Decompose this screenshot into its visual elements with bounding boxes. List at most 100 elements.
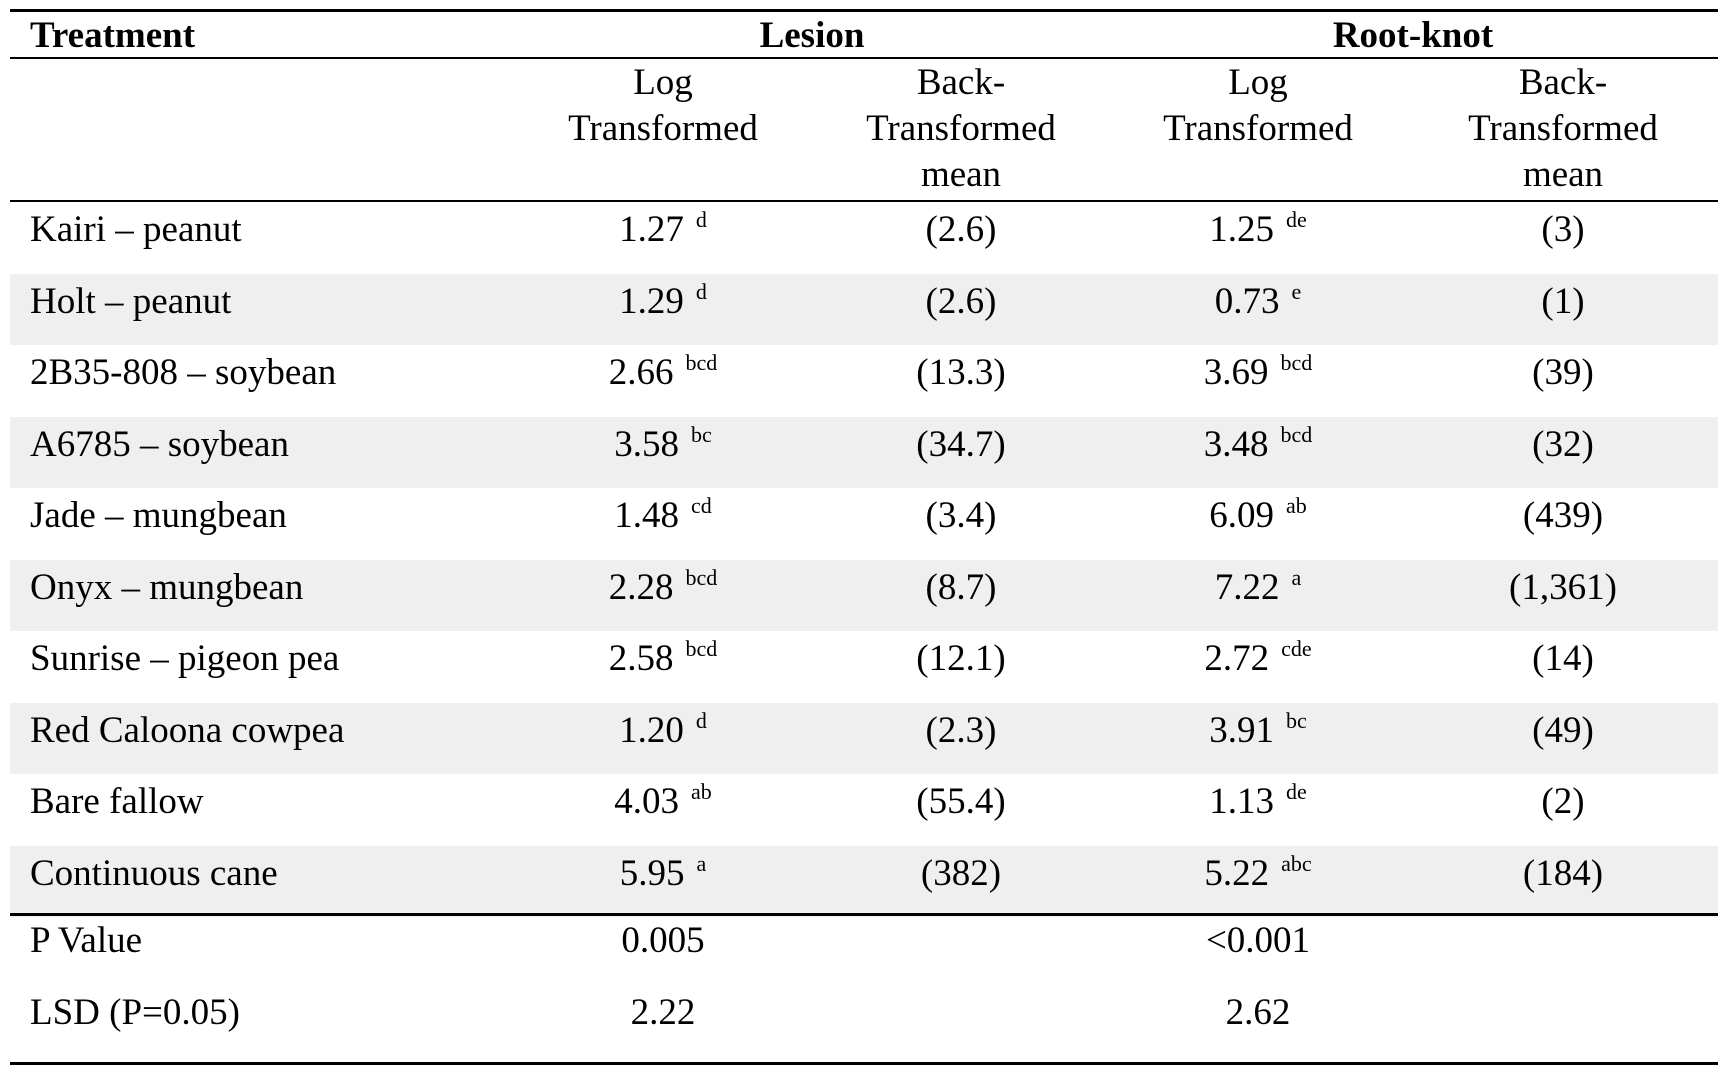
log-value: 1.13 [1209,781,1274,822]
log-value: 1.29 [619,280,684,322]
lesion-back-cell: (13.3) [916,352,1006,393]
log-value: 3.91 [1209,709,1274,751]
log-value: 3.58 [614,423,679,465]
rootknot-log-cell: 3.48 bcd [1128,421,1388,471]
rootknot-log-cell: 0.73 e [1128,278,1388,328]
log-value: 1.25 [1209,209,1274,250]
significance-letter: de [1285,779,1307,804]
top-rule [10,9,1718,12]
lesion-back-cell: (2.3) [925,709,997,751]
lesion-log-cell: 2.66 bcd [533,350,793,399]
rootknot-log-cell: 3.69 bcd [1128,350,1388,399]
treatment-cell: Continuous cane [30,852,278,894]
rootknot-back-cell: (184) [1522,852,1604,894]
rootknot-back-cell: (1) [1541,280,1585,322]
lesion-log-cell: 1.20 d [533,707,793,757]
rootknot-log-cell: 1.25 de [1128,207,1388,256]
treatment-cell: Holt – peanut [30,280,232,322]
log-value: 6.09 [1209,495,1274,536]
treatment-cell: Bare fallow [30,781,204,822]
rootknot-back-cell: (49) [1532,709,1594,751]
lesion-back-cell: (12.1) [916,638,1006,679]
rootknot-log-cell: 7.22 a [1128,564,1388,614]
log-value: 1.27 [619,209,684,250]
subheader-line: Transformed [866,108,1056,149]
significance-letter: cde [1281,636,1312,661]
log-value: 4.03 [614,781,679,822]
rootknot-log-cell: 3.91 bc [1128,708,1388,757]
row-band [10,416,1718,488]
significance-letter: e [1291,278,1302,304]
log-value: 0.73 [1214,280,1280,322]
significance-letter: a [696,850,707,876]
log-value: 5.22 [1204,852,1270,894]
treatment-cell: Red Caloona cowpea [30,709,345,751]
rootknot-back-cell: (439) [1522,495,1604,536]
significance-letter: cd [690,493,712,518]
stat-label: LSD (P=0.05) [30,992,240,1033]
rootknot-log-cell: 5.22 abc [1128,851,1388,900]
significance-letter: d [695,707,707,733]
treatment-cell: 2B35-808 – soybean [30,352,337,393]
lesion-back-cell: (34.7) [916,423,1006,465]
lesion-log-cell: 2.28 bcd [533,564,793,614]
group-header-root-knot: Root-knot [1332,15,1494,56]
significance-letter: bc [690,421,712,447]
subheader-lesion-log: Log Transformed [523,60,803,152]
stat-label: P Value [30,920,143,961]
group-header-rule [10,57,1718,59]
stat-lesion-value: 2.22 [630,992,696,1033]
log-value: 7.22 [1214,566,1280,608]
lesion-log-cell: 1.27 d [533,207,793,256]
significance-letter: ab [1285,493,1307,518]
rootknot-log-cell: 2.72 cde [1128,636,1388,685]
subheader-line: mean [1522,154,1604,195]
log-value: 2.58 [608,638,674,679]
treatment-cell: Kairi – peanut [30,209,242,250]
bottom-rule [10,1062,1718,1065]
lesion-back-cell: (8.7) [925,566,997,608]
subheader-line: Transformed [568,108,758,149]
lesion-back-cell: (382) [920,852,1002,894]
treatment-cell: A6785 – soybean [30,423,289,465]
lesion-log-cell: 1.29 d [533,278,793,328]
row-band [10,273,1718,345]
lesion-back-cell: (2.6) [925,280,997,322]
lesion-log-cell: 1.48 cd [533,493,793,542]
row-band [10,845,1718,917]
significance-letter: bcd [1280,350,1313,375]
subheader-line: mean [920,154,1002,195]
log-value: 2.66 [608,352,674,393]
log-value: 5.95 [619,852,685,894]
treatment-cell: Onyx – mungbean [30,566,304,608]
subheader-line: Transformed [1468,108,1658,149]
stat-lesion-value: 0.005 [621,920,705,961]
subheader-rootknot-log: Log Transformed [1118,60,1398,152]
significance-letter: d [695,207,707,232]
lesion-back-cell: (2.6) [925,209,997,250]
significance-letter: d [695,278,707,304]
subheader-rootknot-back: Back- Transformed mean [1423,60,1703,198]
significance-letter: ab [690,779,712,804]
column-header-treatment: Treatment [30,15,196,56]
rootknot-back-cell: (3) [1541,209,1585,250]
subheader-line: Log [1228,62,1288,103]
subheader-lesion-back: Back- Transformed mean [821,60,1101,198]
subheader-rule [10,200,1718,202]
row-band [10,559,1718,631]
log-value: 1.20 [619,709,684,751]
rootknot-back-cell: (39) [1532,352,1594,393]
rootknot-back-cell: (2) [1541,781,1585,822]
significance-letter: de [1285,207,1307,232]
significance-letter: bcd [1280,421,1313,447]
significance-letter: a [1291,564,1302,590]
lesion-log-cell: 4.03 ab [533,779,793,828]
rootknot-back-cell: (14) [1532,638,1594,679]
log-value: 3.48 [1203,423,1269,465]
lesion-log-cell: 2.58 bcd [533,636,793,685]
log-value: 2.72 [1204,638,1270,679]
rootknot-log-cell: 6.09 ab [1128,493,1388,542]
log-value: 3.69 [1203,352,1269,393]
significance-letter: bcd [685,564,718,590]
